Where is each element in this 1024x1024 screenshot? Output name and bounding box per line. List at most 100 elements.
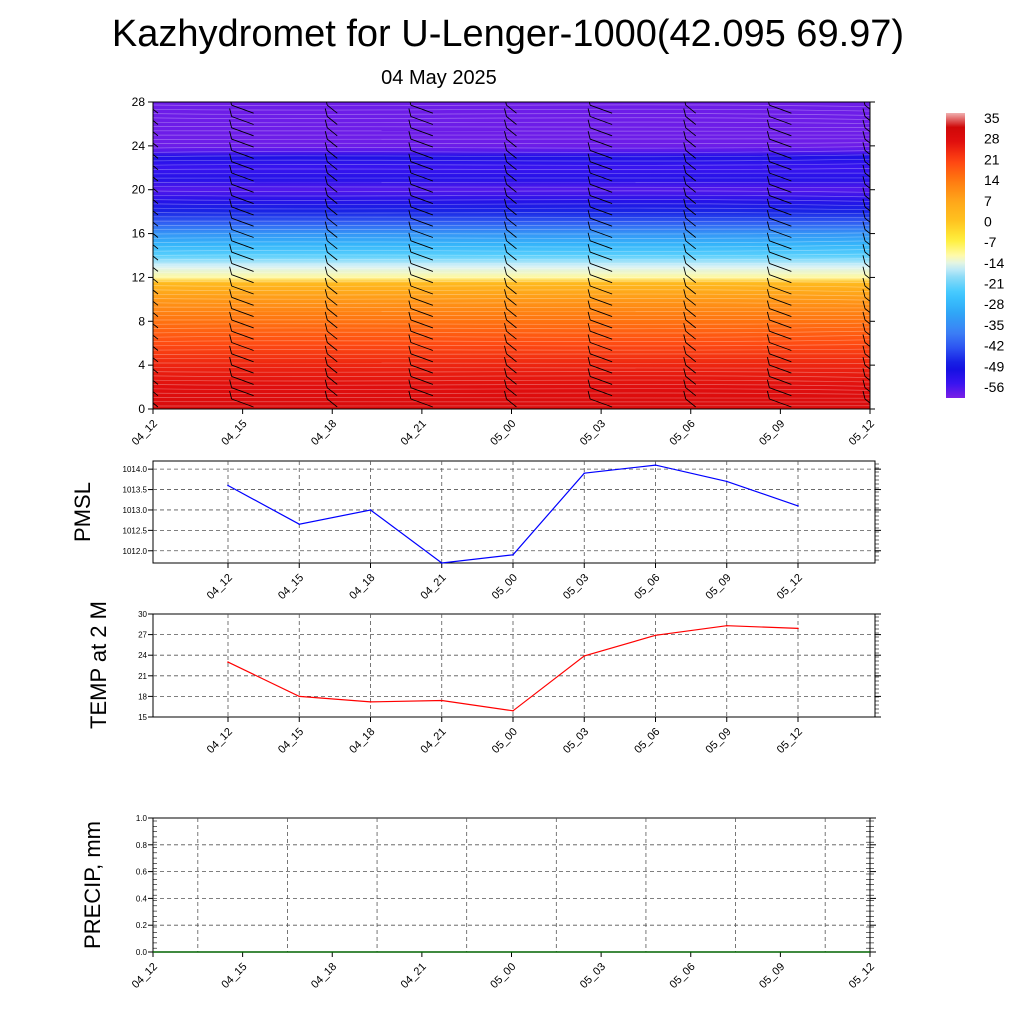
wind-barb bbox=[862, 356, 870, 370]
wind-barb bbox=[324, 323, 338, 340]
data-point bbox=[369, 509, 372, 511]
chart-subtitle: 04 May 2025 bbox=[381, 67, 497, 89]
y-axis-label: PMSL bbox=[70, 482, 95, 542]
y-tick-label: 1012.0 bbox=[123, 547, 148, 556]
wind-barb bbox=[408, 345, 434, 363]
wind-barb bbox=[504, 198, 517, 216]
wind-barb bbox=[408, 210, 434, 227]
wind-barb bbox=[408, 356, 434, 374]
wind-barb bbox=[153, 289, 159, 295]
wind-barb bbox=[587, 142, 613, 159]
x-tick-label: 04_18 bbox=[347, 572, 377, 602]
wind-barb bbox=[229, 356, 254, 374]
wind-barb bbox=[862, 221, 870, 235]
wind-barb bbox=[324, 266, 338, 284]
contour-line bbox=[153, 117, 870, 120]
y-tick-label: 18 bbox=[138, 692, 147, 701]
contour-line bbox=[153, 232, 870, 235]
data-point bbox=[583, 655, 586, 657]
wind-barb bbox=[324, 368, 338, 385]
wind-barb bbox=[587, 198, 613, 216]
x-tick-label: 05_00 bbox=[490, 726, 520, 756]
wind-barb bbox=[229, 368, 254, 385]
wind-barb bbox=[324, 142, 338, 159]
data-point bbox=[654, 464, 657, 466]
wind-barb bbox=[408, 130, 434, 148]
wind-barb bbox=[229, 130, 254, 148]
wind-barb bbox=[862, 119, 870, 133]
data-point bbox=[797, 627, 799, 630]
wind-barb bbox=[766, 345, 792, 363]
x-tick-label: 05_12 bbox=[847, 961, 877, 991]
data-point bbox=[369, 701, 372, 703]
contour-line bbox=[153, 207, 870, 211]
wind-barb bbox=[587, 153, 613, 171]
y-axis-label: PRECIP, mm bbox=[80, 821, 105, 949]
wind-barb bbox=[683, 221, 697, 238]
data-point bbox=[298, 523, 301, 526]
wind-barb bbox=[229, 255, 254, 272]
wind-barb bbox=[587, 108, 613, 125]
wind-barb bbox=[862, 142, 870, 155]
x-tick-label: 05_12 bbox=[775, 726, 805, 756]
wind-barb bbox=[153, 345, 159, 351]
wind-barb bbox=[683, 311, 697, 329]
contour-line bbox=[153, 121, 870, 124]
wind-barb bbox=[683, 356, 697, 374]
contour-line bbox=[153, 240, 870, 244]
colorbar-label: -42 bbox=[984, 338, 1004, 354]
wind-barb bbox=[408, 255, 434, 272]
temperature-colorbar: 35 28 21 14 7 0 -7 -14 -21 -28 -35 -42 -49 -56 bbox=[946, 110, 1004, 398]
contour-line bbox=[153, 258, 870, 261]
panel-frame bbox=[152, 817, 871, 953]
wind-barb bbox=[587, 277, 613, 295]
wind-barb bbox=[504, 119, 517, 137]
wind-barb bbox=[504, 232, 517, 250]
wind-barb bbox=[862, 379, 870, 393]
contour-line bbox=[153, 384, 870, 387]
wind-barb bbox=[766, 221, 792, 238]
wind-barb bbox=[587, 119, 613, 137]
x-tick-label: 05_09 bbox=[704, 572, 734, 602]
contour-line bbox=[153, 150, 870, 153]
wind-barb bbox=[408, 243, 434, 261]
contour-line bbox=[153, 293, 870, 297]
wind-barb bbox=[324, 345, 338, 363]
panel-frame bbox=[152, 460, 876, 564]
wind-barb bbox=[153, 153, 159, 159]
wind-barb bbox=[504, 221, 517, 238]
wind-barb bbox=[153, 357, 159, 363]
wind-barb bbox=[587, 130, 613, 148]
wind-barb bbox=[229, 289, 254, 306]
wind-barb bbox=[229, 119, 254, 137]
wind-barb bbox=[229, 198, 254, 216]
wind-barb bbox=[229, 345, 254, 363]
wind-barb bbox=[504, 176, 517, 193]
contour-line bbox=[153, 362, 870, 364]
wind-barb bbox=[324, 243, 338, 261]
wind-barb bbox=[766, 108, 792, 125]
wind-barb bbox=[766, 390, 792, 408]
data-point bbox=[440, 699, 443, 702]
wind-barb bbox=[153, 312, 159, 317]
wind-barb bbox=[587, 356, 613, 374]
wind-barb bbox=[766, 311, 792, 329]
wind-barb bbox=[683, 255, 697, 272]
wind-barb bbox=[229, 176, 254, 193]
colorbar-label: -28 bbox=[984, 296, 1004, 312]
wind-barb bbox=[766, 210, 792, 227]
wind-barb bbox=[229, 323, 254, 340]
x-tick-label: 04_12 bbox=[130, 418, 160, 448]
wind-barb bbox=[504, 210, 517, 227]
colorbar-label: 21 bbox=[984, 151, 1000, 167]
wind-barb bbox=[504, 368, 517, 385]
x-tick-label: 04_18 bbox=[309, 961, 339, 991]
wind-barb bbox=[504, 108, 517, 125]
cross-section-panel: 0 4 8 12 16 20 24 28 04_12 04_15 04_18 04_21 05_00 05… bbox=[130, 95, 877, 448]
data-point bbox=[512, 554, 514, 556]
contour-line bbox=[153, 375, 870, 378]
wind-barb bbox=[504, 243, 517, 261]
wind-barb bbox=[862, 300, 870, 314]
wind-barb bbox=[504, 266, 517, 284]
